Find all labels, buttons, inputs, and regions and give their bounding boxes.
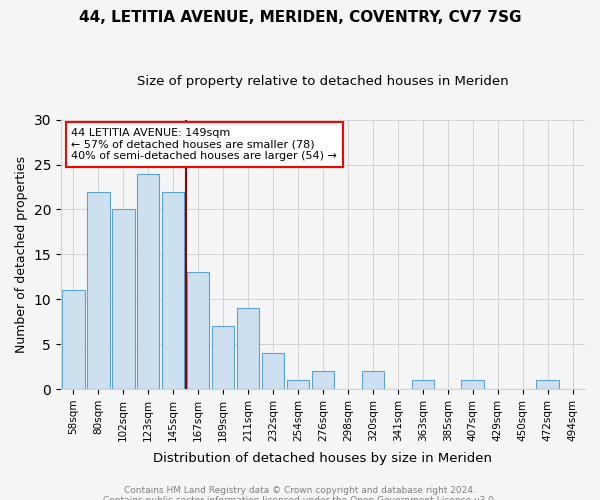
Text: Contains HM Land Registry data © Crown copyright and database right 2024.: Contains HM Land Registry data © Crown c… <box>124 486 476 495</box>
Text: 44 LETITIA AVENUE: 149sqm
← 57% of detached houses are smaller (78)
40% of semi-: 44 LETITIA AVENUE: 149sqm ← 57% of detac… <box>71 128 337 161</box>
Bar <box>137 174 160 389</box>
Bar <box>536 380 559 389</box>
Bar <box>412 380 434 389</box>
Y-axis label: Number of detached properties: Number of detached properties <box>15 156 28 353</box>
Text: Contains public sector information licensed under the Open Government Licence v3: Contains public sector information licen… <box>103 496 497 500</box>
Bar <box>262 353 284 389</box>
Bar <box>87 192 110 389</box>
Bar <box>187 272 209 389</box>
Bar <box>62 290 85 389</box>
Bar <box>112 210 134 389</box>
X-axis label: Distribution of detached houses by size in Meriden: Distribution of detached houses by size … <box>154 452 493 465</box>
Bar <box>461 380 484 389</box>
Text: 44, LETITIA AVENUE, MERIDEN, COVENTRY, CV7 7SG: 44, LETITIA AVENUE, MERIDEN, COVENTRY, C… <box>79 10 521 25</box>
Bar <box>312 371 334 389</box>
Bar <box>212 326 235 389</box>
Bar <box>287 380 309 389</box>
Title: Size of property relative to detached houses in Meriden: Size of property relative to detached ho… <box>137 75 509 88</box>
Bar <box>362 371 384 389</box>
Bar <box>162 192 184 389</box>
Bar <box>237 308 259 389</box>
